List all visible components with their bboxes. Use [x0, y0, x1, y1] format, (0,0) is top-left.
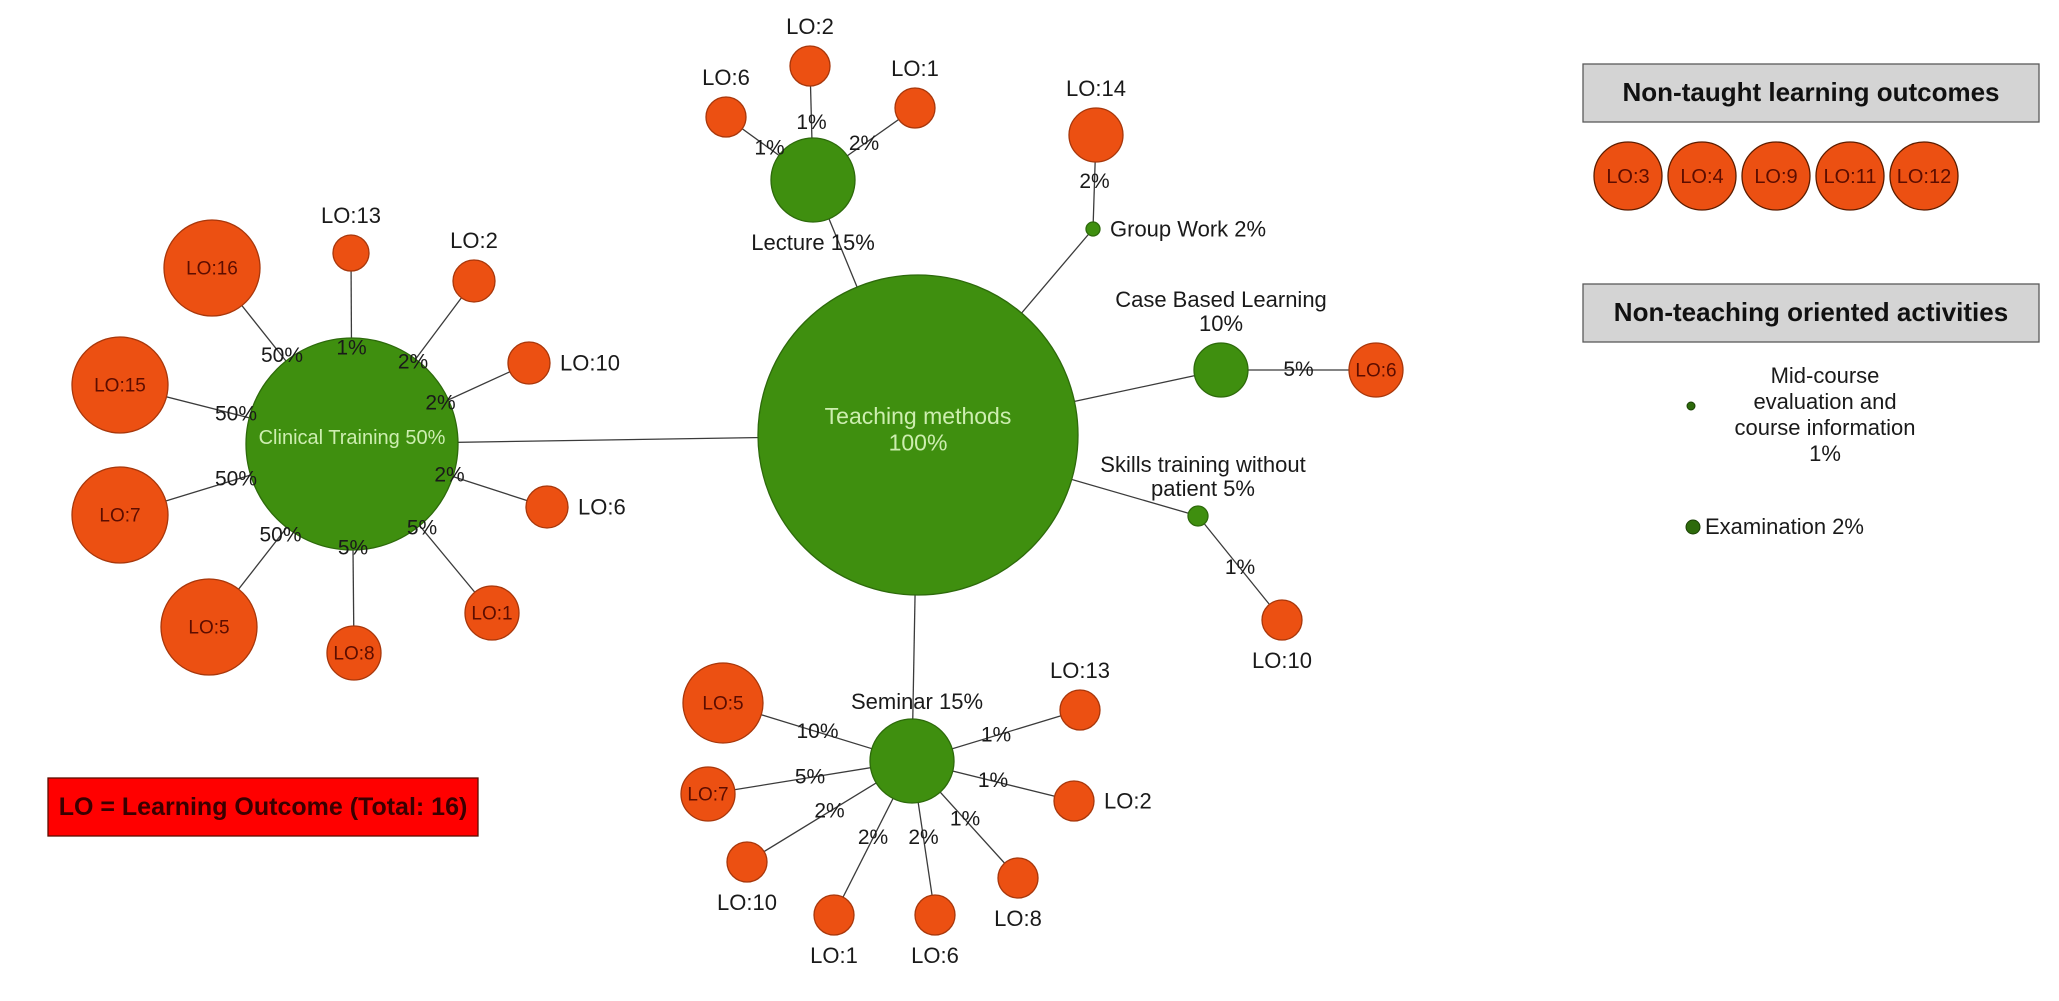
svg-text:2%: 2%	[398, 351, 428, 374]
svg-text:LO:5: LO:5	[702, 694, 743, 715]
svg-text:LO:1: LO:1	[810, 943, 858, 968]
svg-text:Examination 2%: Examination 2%	[1705, 514, 1864, 539]
svg-text:LO:8: LO:8	[333, 644, 374, 665]
svg-text:LO = Learning Outcome (Total:: LO = Learning Outcome (Total: 16)	[59, 793, 468, 821]
svg-text:LO:8: LO:8	[994, 906, 1042, 931]
svg-text:5%: 5%	[795, 766, 825, 789]
svg-text:1%: 1%	[950, 808, 980, 831]
svg-text:10%: 10%	[796, 720, 838, 743]
svg-text:2%: 2%	[1079, 170, 1109, 193]
svg-text:LO:6: LO:6	[1355, 361, 1396, 382]
svg-text:2%: 2%	[849, 132, 879, 155]
svg-text:Group Work 2%: Group Work 2%	[1110, 217, 1266, 242]
svg-text:1%: 1%	[1809, 441, 1841, 466]
svg-text:LO:10: LO:10	[717, 890, 777, 915]
svg-text:1%: 1%	[754, 137, 784, 160]
svg-text:LO:12: LO:12	[1897, 166, 1951, 188]
svg-text:LO:6: LO:6	[911, 943, 959, 968]
svg-text:5%: 5%	[1283, 358, 1313, 381]
svg-text:LO:6: LO:6	[578, 495, 626, 520]
svg-text:1%: 1%	[978, 769, 1008, 792]
svg-text:Skills training without: Skills training without	[1100, 452, 1305, 477]
svg-text:2%: 2%	[814, 800, 844, 823]
svg-text:2%: 2%	[425, 392, 455, 415]
svg-text:LO:9: LO:9	[1754, 166, 1797, 188]
svg-text:LO:2: LO:2	[1104, 789, 1152, 814]
svg-text:LO:2: LO:2	[450, 228, 498, 253]
svg-text:2%: 2%	[908, 826, 938, 849]
svg-text:LO:4: LO:4	[1680, 166, 1723, 188]
svg-text:LO:16: LO:16	[186, 259, 238, 280]
svg-text:LO:15: LO:15	[94, 376, 146, 397]
svg-text:LO:11: LO:11	[1824, 166, 1877, 188]
svg-text:2%: 2%	[434, 464, 464, 487]
svg-text:Non-taught learning outcomes: Non-taught learning outcomes	[1623, 77, 2000, 107]
svg-text:Clinical Training 50%: Clinical Training 50%	[259, 427, 446, 449]
svg-text:LO:5: LO:5	[188, 618, 229, 639]
svg-text:1%: 1%	[336, 337, 366, 360]
svg-text:patient 5%: patient 5%	[1151, 476, 1255, 501]
svg-text:Teaching methods: Teaching methods	[825, 403, 1012, 429]
svg-text:LO:3: LO:3	[1606, 166, 1649, 188]
svg-text:Mid-course: Mid-course	[1771, 363, 1880, 388]
svg-text:1%: 1%	[981, 724, 1011, 747]
svg-text:1%: 1%	[1225, 556, 1255, 579]
svg-text:5%: 5%	[338, 537, 368, 560]
svg-text:2%: 2%	[858, 826, 888, 849]
svg-text:50%: 50%	[261, 344, 303, 367]
svg-text:LO:2: LO:2	[786, 14, 834, 39]
svg-text:Seminar 15%: Seminar 15%	[851, 689, 983, 714]
svg-text:LO:13: LO:13	[1050, 658, 1110, 683]
svg-text:LO:6: LO:6	[702, 65, 750, 90]
svg-text:10%: 10%	[1199, 311, 1243, 336]
svg-text:LO:14: LO:14	[1066, 76, 1126, 101]
svg-text:5%: 5%	[407, 517, 437, 540]
svg-text:LO:13: LO:13	[321, 203, 381, 228]
svg-text:LO:1: LO:1	[891, 56, 939, 81]
svg-text:50%: 50%	[259, 524, 301, 547]
svg-text:100%: 100%	[889, 430, 948, 456]
svg-text:LO:7: LO:7	[99, 506, 140, 527]
svg-text:evaluation and: evaluation and	[1753, 389, 1896, 414]
svg-text:LO:10: LO:10	[1252, 648, 1312, 673]
svg-text:LO:10: LO:10	[560, 351, 620, 376]
svg-text:LO:1: LO:1	[471, 604, 512, 625]
svg-text:50%: 50%	[215, 403, 257, 426]
svg-text:Non-teaching oriented activiti: Non-teaching oriented activities	[1614, 297, 2008, 327]
svg-text:Lecture 15%: Lecture 15%	[751, 230, 875, 255]
svg-text:1%: 1%	[796, 111, 826, 134]
svg-text:course information: course information	[1735, 415, 1916, 440]
svg-text:50%: 50%	[215, 468, 257, 491]
svg-text:Case Based Learning: Case Based Learning	[1115, 287, 1327, 312]
svg-text:LO:7: LO:7	[687, 785, 728, 806]
